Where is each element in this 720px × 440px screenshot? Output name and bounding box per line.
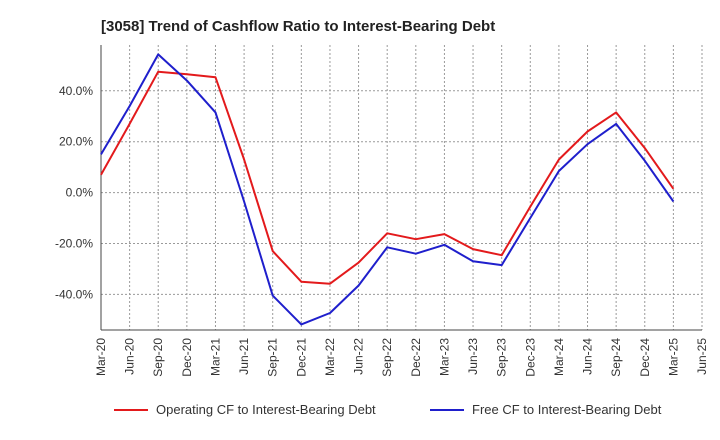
x-tick-label: Jun-24 <box>581 338 595 375</box>
grid <box>100 45 703 330</box>
y-tick-labels: -40.0% -20.0% 0.0% 20.0% 40.0% <box>55 84 93 302</box>
series-lines <box>100 53 675 326</box>
x-tick-label: Dec-22 <box>409 338 423 377</box>
x-tick-label: Jun-21 <box>237 338 251 375</box>
x-tick-label: Mar-21 <box>208 338 222 376</box>
y-tick-label: -40.0% <box>55 287 93 301</box>
legend-label-1: Operating CF to Interest-Bearing Debt <box>156 402 376 417</box>
x-tick-label: Jun-20 <box>123 338 137 375</box>
axes <box>100 45 702 331</box>
x-tick-label: Jun-25 <box>695 338 709 375</box>
x-tick-label: Mar-25 <box>666 338 680 376</box>
series-line-2 <box>100 53 675 326</box>
legend-label-2: Free CF to Interest-Bearing Debt <box>472 402 662 417</box>
x-tick-label: Sep-22 <box>380 338 394 377</box>
x-tick-label: Dec-20 <box>180 338 194 377</box>
x-tick-label: Sep-23 <box>495 338 509 377</box>
x-tick-label: Mar-23 <box>437 338 451 376</box>
x-tick-label: Jun-23 <box>466 338 480 375</box>
y-tick-label: 20.0% <box>59 135 93 149</box>
x-tick-label: Dec-23 <box>523 338 537 377</box>
x-tick-label: Jun-22 <box>352 338 366 375</box>
x-tick-label: Mar-20 <box>94 338 108 376</box>
legend: Operating CF to Interest-Bearing Debt Fre… <box>114 402 662 417</box>
chart-title: [3058] Trend of Cashflow Ratio to Intere… <box>101 18 495 35</box>
y-tick-label: -20.0% <box>55 236 93 250</box>
x-tick-label: Mar-24 <box>552 338 566 376</box>
y-tick-label: 0.0% <box>66 186 94 200</box>
x-tick-label: Dec-21 <box>294 338 308 377</box>
x-tick-label: Sep-24 <box>609 338 623 377</box>
x-tick-label: Mar-22 <box>323 338 337 376</box>
x-tick-labels: Mar-20 Jun-20 Sep-20 Dec-20 Mar-21 Jun-21 Sep-… <box>94 338 709 377</box>
y-tick-label: 40.0% <box>59 84 93 98</box>
x-tick-label: Sep-21 <box>266 338 280 377</box>
x-tick-label: Sep-20 <box>151 338 165 377</box>
x-tick-label: Dec-24 <box>638 338 652 377</box>
series-line-1 <box>100 70 675 285</box>
